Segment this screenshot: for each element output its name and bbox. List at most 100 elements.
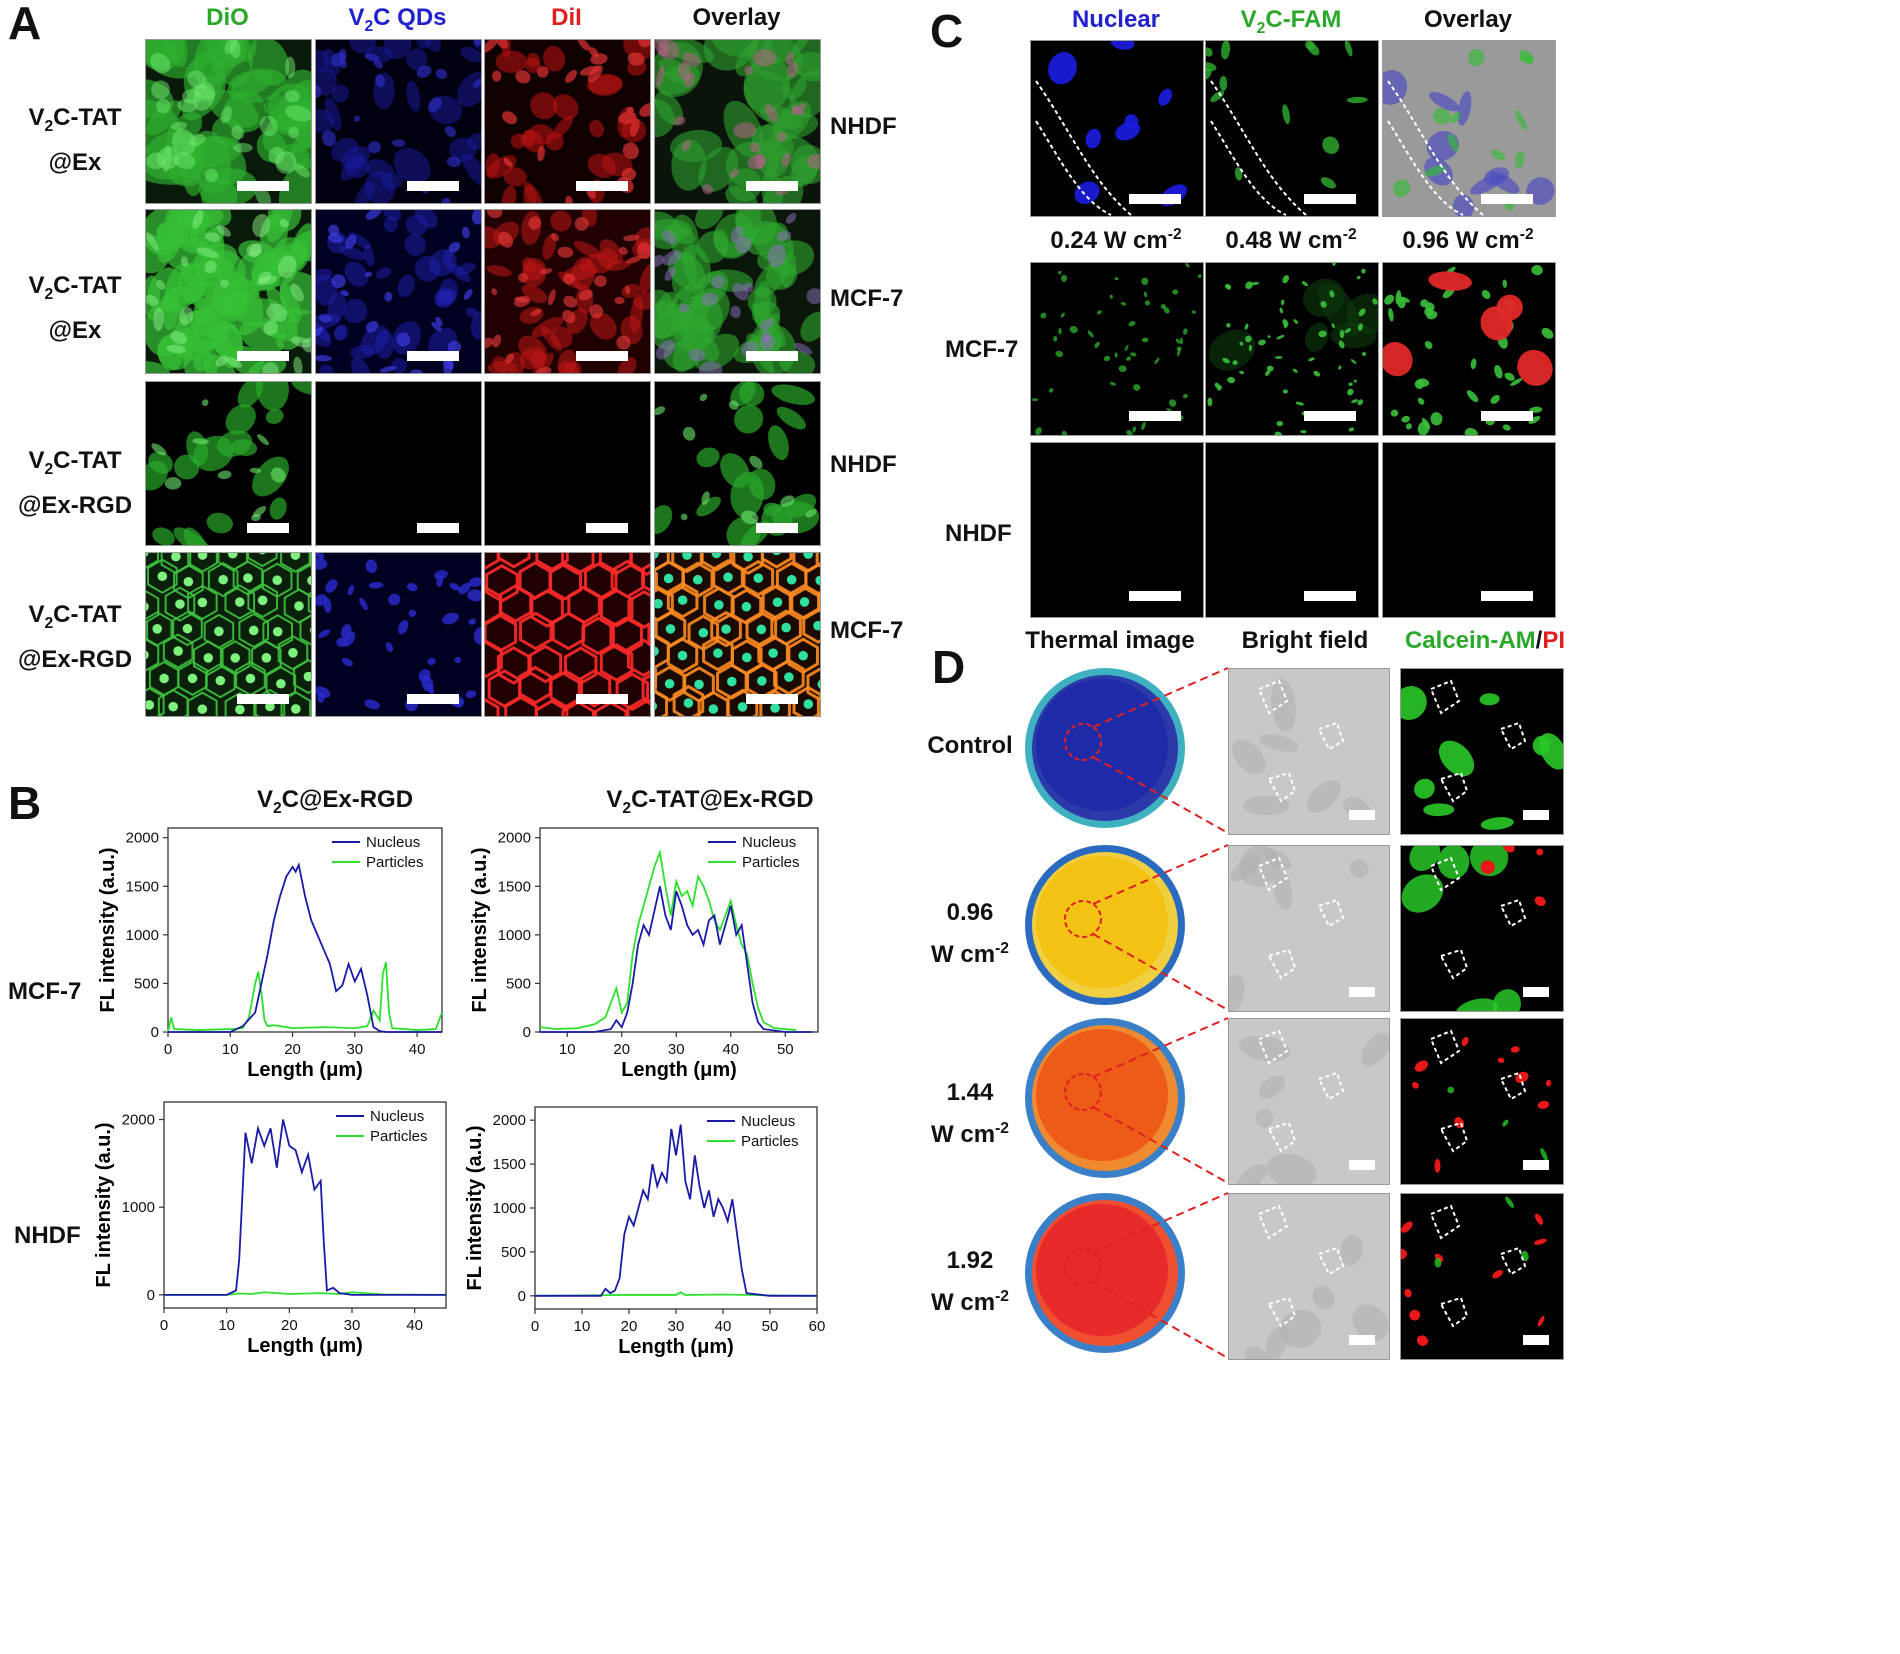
legend-label-nucleus: Nucleus: [742, 834, 796, 851]
legend-label-nucleus: Nucleus: [366, 834, 420, 851]
scale-bar: [1304, 411, 1356, 421]
zoom-region-circle: [1064, 1073, 1102, 1111]
panel-a-image-r1-c4: [654, 39, 821, 204]
panel-c-power-096: 0.96 W cm-2: [1402, 226, 1534, 254]
panel-c-col-v2c-fam: V2C-FAM: [1240, 6, 1342, 37]
panel-a-image-r4-c1: [145, 552, 312, 717]
panel-d-row1-label: Control: [927, 732, 1013, 759]
x-tick-label: 0: [531, 1318, 539, 1335]
x-tick-label: 0: [160, 1317, 168, 1334]
scale-bar: [407, 694, 459, 704]
panel-a-image-r2-c4: [654, 209, 821, 374]
series-line-nucleus: [164, 1119, 446, 1296]
zoom-region-circle: [1064, 1248, 1102, 1286]
panel-c-image-overlay: [1382, 40, 1556, 217]
y-tick-label: 500: [506, 975, 531, 992]
y-tick-label: 0: [151, 1024, 159, 1041]
scale-bar: [746, 694, 798, 704]
plot-frame: [167, 827, 443, 1033]
panel-c-image-nhdf-048: [1205, 442, 1379, 618]
panel-d-live-dead-4: [1400, 1193, 1564, 1360]
scale-bar: [746, 181, 798, 191]
y-axis-label: FL intensity (a.u.): [469, 847, 491, 1012]
legend-label-nucleus: Nucleus: [741, 1113, 795, 1130]
panel-a-row3-cell: NHDF: [830, 451, 897, 478]
x-tick-label: 20: [284, 1041, 301, 1058]
panel-a-col-dio: DiO: [206, 4, 249, 31]
panel-c-row-mcf7: MCF-7: [945, 336, 1019, 363]
scale-bar: [237, 181, 289, 191]
panel-d-thermal-dish-4: [1025, 1192, 1229, 1359]
scale-bar: [576, 351, 628, 361]
panel-d-live-dead-1: [1400, 668, 1564, 835]
y-tick-label: 2000: [122, 1112, 155, 1129]
x-tick-label: 50: [777, 1041, 794, 1058]
panel-b-chart-1: 0 500 1000 1500 2000 0 10 20 30 40 Length (μm) FL i…: [97, 827, 443, 1081]
x-tick-label: 20: [613, 1041, 630, 1058]
y-tick-label: 1000: [498, 927, 531, 944]
x-tick-label: 50: [762, 1318, 779, 1335]
plot-frame: [163, 1101, 447, 1309]
scale-bar: [1129, 194, 1181, 204]
series-line-particles: [164, 1291, 447, 1296]
panel-a-row4-label: V2C-TAT @Ex-RGD: [17, 601, 133, 673]
zoom-region-circle: [1064, 723, 1102, 761]
panel-a-image-r3-c1: [145, 381, 312, 546]
panel-a-col-v2c-qds: V2C QDs: [348, 4, 447, 35]
y-tick-label: 500: [501, 1244, 526, 1261]
panel-c-image-nhdf-024: [1030, 442, 1204, 618]
scale-bar: [247, 523, 289, 533]
zoom-region-circle: [1064, 900, 1102, 938]
panel-a-col-dii: DiI: [551, 4, 582, 31]
scale-bar: [1129, 591, 1181, 601]
panel-c-col-overlay: Overlay: [1423, 6, 1513, 33]
panel-b-title-left: V2C@Ex-RGD: [256, 786, 414, 817]
series-line-particles: [539, 848, 797, 1031]
panel-c-image-nuclear: [1030, 40, 1204, 217]
y-tick-label: 2000: [498, 830, 531, 847]
x-tick-label: 40: [715, 1318, 732, 1335]
series-line-particles: [167, 961, 443, 1033]
y-tick-label: 1000: [122, 1199, 155, 1216]
x-axis-label: Length (μm): [247, 1059, 363, 1081]
panel-c-image-mcf7-024: [1030, 262, 1204, 436]
y-tick-label: 0: [518, 1288, 526, 1305]
panel-d-bright-field-1: [1228, 668, 1390, 835]
legend-label-particles: Particles: [742, 854, 800, 871]
y-tick-label: 1500: [126, 878, 159, 895]
panel-d-col-livedead: Calcein-AM/PI: [1404, 627, 1566, 654]
panel-c-col-nuclear: Nuclear: [1071, 6, 1161, 33]
x-tick-label: 40: [409, 1041, 426, 1058]
scale-bar: [746, 351, 798, 361]
scale-bar: [586, 523, 628, 533]
panel-c-image-v2c-fam: [1205, 40, 1379, 217]
legend-label-particles: Particles: [741, 1133, 799, 1150]
panel-a-image-r2-c3: [484, 209, 651, 374]
x-tick-label: 10: [574, 1318, 591, 1335]
x-tick-label: 30: [344, 1317, 361, 1334]
panel-b-chart-3: 0 1000 2000 0 10 20 30 40 Length (μm) FL intensit…: [93, 1101, 447, 1357]
panel-c-row-nhdf: NHDF: [945, 520, 1012, 547]
series-line-nucleus: [168, 862, 442, 1033]
panel-a-image-r3-c4: [654, 381, 821, 546]
scale-bar: [1349, 810, 1375, 820]
legend-label-particles: Particles: [370, 1128, 428, 1145]
panel-b-chart-2: 0 500 1000 1500 2000 10 20 30 40 50 Length (μm) FL …: [469, 827, 819, 1081]
scale-bar: [576, 181, 628, 191]
panel-c-power-048: 0.48 W cm-2: [1225, 226, 1357, 254]
panel-a-image-r4-c2: [315, 552, 482, 717]
scale-bar: [1523, 810, 1549, 820]
panel-c-image-mcf7-048: [1205, 262, 1379, 436]
panel-d-label: D: [932, 641, 966, 693]
y-axis-label: FL intensity (a.u.): [97, 847, 119, 1012]
scale-bar: [1523, 1335, 1549, 1345]
y-tick-label: 1000: [126, 927, 159, 944]
y-tick-label: 500: [134, 975, 159, 992]
scale-bar: [1304, 591, 1356, 601]
y-tick-label: 0: [147, 1287, 155, 1304]
scale-bar: [756, 523, 798, 533]
panel-a-image-r3-c2: [315, 381, 482, 546]
y-axis-label: FL intensity (a.u.): [464, 1125, 486, 1290]
panel-a-row1-label: V2C-TAT @Ex: [28, 104, 122, 176]
